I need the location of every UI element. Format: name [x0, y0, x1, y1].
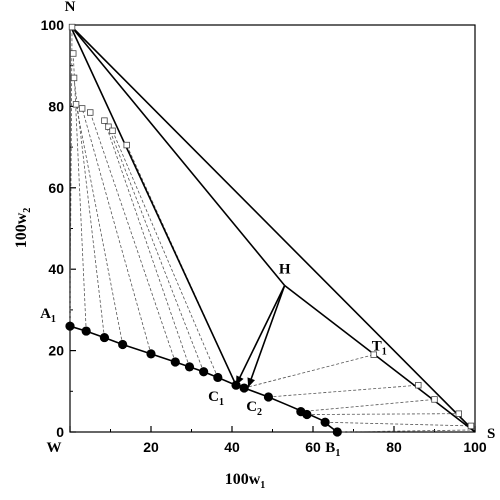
tie-line: [268, 384, 419, 398]
tie-line: [104, 120, 190, 368]
point-label: H: [279, 261, 291, 277]
solid-phase-point: [123, 141, 130, 149]
point-label: B1: [325, 440, 340, 459]
tie-line: [306, 413, 459, 415]
solid-phase-point: [87, 109, 94, 116]
tie-line: [300, 399, 435, 413]
point-label: S: [487, 426, 495, 442]
solid-phase-point: [70, 50, 77, 57]
arrowhead: [236, 375, 244, 386]
solubility-curve-line: [69, 325, 338, 433]
solid-phase-point: [109, 127, 116, 135]
tie-line: [244, 354, 374, 389]
point-label: W: [47, 440, 62, 456]
x-tick-label: 20: [143, 439, 159, 455]
point-label: C2: [246, 399, 262, 418]
phase-boundary-line: [69, 24, 286, 286]
x-axis-title-main: 100w: [225, 471, 261, 488]
liquid-phase-point: [99, 332, 110, 343]
solid-phase-point: [72, 101, 80, 108]
axis-tick-labels: 20 40 60 80 100 0 20 40 60 80 100: [41, 17, 487, 455]
solid-phase-point: [370, 351, 377, 358]
liquid-phase-point: [199, 367, 209, 377]
liquid-phase-point: [146, 349, 156, 359]
point-label: N: [65, 0, 76, 15]
point-label: A1: [40, 306, 56, 325]
y-axis-title-sub: 2: [22, 208, 33, 213]
liquid-phase-point: [65, 321, 75, 331]
solid-phase-point: [455, 410, 462, 417]
liquid-phase-point: [302, 409, 312, 420]
liquid-phase-point: [239, 383, 249, 393]
solubility-curve: [69, 325, 338, 433]
arrowheads: [236, 375, 256, 388]
liquid-phase-point: [263, 392, 274, 402]
liquid-phase-point: [332, 427, 342, 437]
solid-phase-point: [431, 396, 438, 403]
phase-boundary-line: [247, 285, 286, 388]
phase-boundary-line: [69, 24, 476, 433]
y-tick-label: 0: [56, 424, 64, 440]
tie-lines: [69, 27, 473, 433]
y-axis-title-main: 100w: [13, 212, 30, 248]
solid-phase-point: [467, 422, 475, 430]
liquid-phase-point: [81, 326, 91, 336]
tie-line: [337, 429, 473, 433]
y-tick-label: 100: [41, 17, 65, 33]
x-tick-label: 100: [463, 439, 487, 455]
phase-boundaries: [69, 24, 476, 433]
liquid-phase-point: [170, 357, 180, 367]
point-label: C1: [208, 389, 224, 408]
y-tick-label: 20: [48, 343, 64, 359]
solid-phase-point: [105, 123, 112, 130]
tie-line: [108, 126, 205, 372]
solid-phase-point: [68, 23, 76, 31]
liquid-phase-point: [118, 339, 128, 350]
liquid-phase-point: [320, 417, 330, 427]
y-axis-title: 100w2: [13, 208, 33, 249]
point-label: T1: [372, 339, 387, 358]
liquid-phase-point: [184, 362, 195, 372]
tie-line: [75, 104, 124, 345]
x-axis-title: 100w1: [225, 471, 266, 491]
y-tick-label: 40: [48, 261, 64, 277]
phase-boundary-line: [284, 284, 476, 433]
x-tick-label: 80: [386, 439, 402, 455]
solid-phase-points: [68, 23, 475, 430]
tie-line: [325, 421, 471, 427]
tie-line: [72, 53, 87, 332]
x-axis-title-sub: 1: [260, 480, 265, 491]
y-tick-label: 80: [48, 98, 64, 114]
tie-line: [112, 130, 219, 378]
solid-phase-point: [415, 381, 422, 389]
solid-phase-point: [101, 117, 108, 124]
x-tick-label: 60: [305, 439, 321, 455]
liquid-phase-points: [65, 321, 342, 437]
tie-line: [89, 112, 176, 363]
solid-phase-point: [78, 105, 86, 112]
arrowhead: [247, 377, 256, 388]
phase-boundary-line: [235, 285, 286, 386]
x-tick-label: 40: [224, 439, 240, 455]
phase-boundary-line: [69, 24, 237, 386]
tie-line: [81, 108, 152, 354]
point-labels: N W S H A1 B1 C1 C2 T1: [40, 0, 495, 459]
solid-phase-point: [70, 74, 78, 82]
liquid-phase-point: [213, 372, 223, 383]
y-tick-label: 60: [48, 180, 64, 196]
